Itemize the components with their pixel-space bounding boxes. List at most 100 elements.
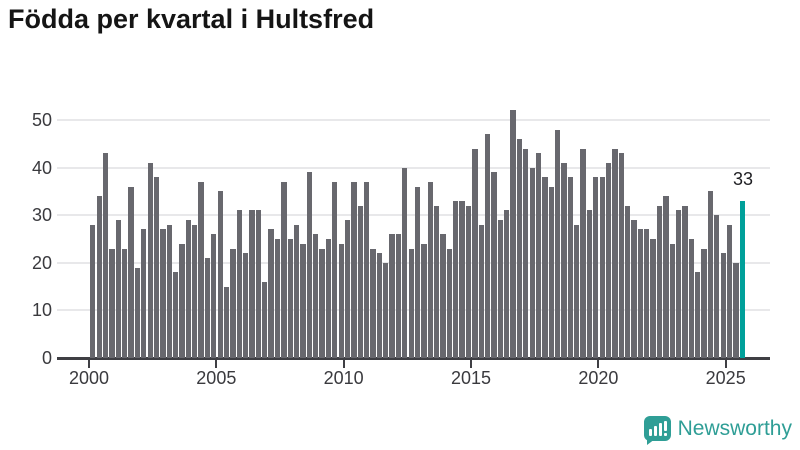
gridline [57,166,770,169]
bar [115,219,121,358]
bar [453,200,459,358]
bar [243,253,249,358]
bar [179,243,185,358]
bar [313,234,319,358]
highlighted-bar [739,200,745,358]
gridline [57,214,770,217]
bar [701,248,707,358]
x-tick [342,360,345,368]
bar [185,219,191,358]
bar [300,243,306,358]
bar [605,162,612,358]
chart-title: Födda per kvartal i Hultsfred [8,4,375,34]
bar [720,253,726,358]
bar [497,219,503,358]
bar [217,191,223,358]
bar [223,286,230,358]
bar [726,224,733,358]
bar [650,239,656,358]
bar [529,167,535,358]
bar [211,234,217,358]
bar [376,253,382,358]
gridline [57,119,770,121]
bar [402,167,408,358]
bar [109,248,115,358]
newsworthy-logo[interactable]: Newsworthy [643,414,792,445]
bar [663,196,669,358]
bar [102,153,109,358]
bar [370,248,376,358]
bar [695,272,701,358]
x-tick-label: 2015 [450,368,492,388]
bar [395,234,402,358]
bar [644,229,650,358]
bar [363,181,370,358]
newsworthy-logo-text: Newsworthy [677,417,792,440]
bar [122,248,128,358]
bar [612,148,618,358]
bar [319,248,325,358]
bar [669,243,675,358]
bar [599,177,605,358]
bar [567,177,574,358]
bar [478,224,484,358]
bar [427,181,433,358]
bar [618,153,624,358]
bar [255,210,262,358]
bar [325,239,332,358]
bar [172,272,179,358]
bar [166,224,172,358]
bar [306,172,312,358]
bar [236,210,242,358]
y-tick-label: 40 [31,157,52,178]
bar [554,129,561,358]
bar [389,234,395,358]
bar [434,205,440,358]
bar [357,205,363,358]
bar [682,205,688,358]
bar [542,177,548,358]
bar [141,229,147,358]
bar [637,229,644,358]
bar [491,172,497,358]
bar [535,153,542,358]
bar [351,181,357,358]
bar [714,215,720,358]
bar [160,229,166,358]
bar [192,224,198,358]
y-tick-label: 10 [31,300,52,321]
bar [675,210,682,358]
bar [574,224,580,358]
bar [656,205,663,358]
bar [153,177,160,358]
bar [332,181,338,358]
bar [586,210,593,358]
bar [338,243,344,358]
bar [408,248,414,358]
bar [421,243,427,358]
bar [465,205,472,358]
bar [440,234,446,358]
bar [631,219,637,358]
bar [230,248,236,358]
bar [147,162,153,358]
bar [344,219,351,358]
bar [688,239,694,358]
bar [134,267,141,358]
last-value-label: 33 [732,169,754,189]
x-tick [470,360,473,368]
x-tick-label: 2025 [705,368,746,388]
bar [274,239,281,358]
x-tick [724,360,727,368]
bar [128,186,134,358]
bar [198,181,204,358]
newsworthy-chart-bubble-icon [643,415,671,445]
bar [262,281,268,358]
x-tick-label: 2000 [68,368,110,388]
y-tick-label: 20 [31,252,52,273]
bar [625,205,631,358]
bar [268,229,274,358]
bar [516,139,523,358]
x-tick-label: 2005 [196,368,237,388]
